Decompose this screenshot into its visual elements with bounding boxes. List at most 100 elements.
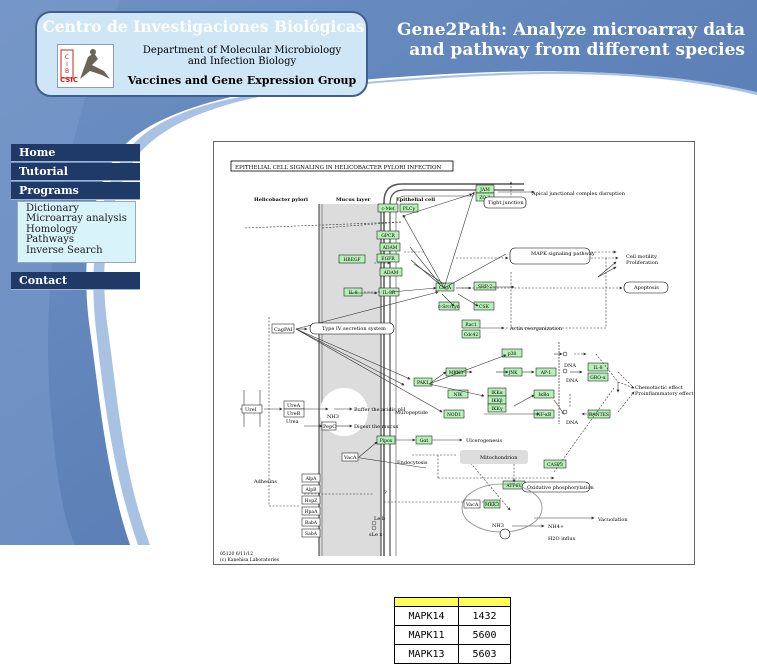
label-dna-3: DNA — [566, 420, 578, 426]
gene-box[interactable]: ADAM — [379, 267, 403, 277]
gene-label: IKKβ — [491, 398, 503, 404]
gene-label: CSK — [479, 304, 490, 310]
col-epithelial: Epithelial cell — [396, 197, 435, 203]
table-header-row — [394, 597, 511, 607]
csic-logo: C I B CSIC — [57, 44, 114, 88]
col-helicobacter: Helicobacter pylori — [254, 197, 308, 203]
adhesin-box: HpaA — [301, 506, 321, 516]
label-oxidative: Oxidative phosphorylation — [527, 485, 595, 491]
app-title: Gene2Path: Analyze microarray data and p… — [397, 20, 745, 60]
adhesin-label: HpaA — [305, 509, 318, 515]
pathway-title-box — [230, 160, 454, 172]
gene-box[interactable]: NIK — [447, 389, 469, 399]
gene-box[interactable]: IKKα — [487, 387, 507, 397]
nav-inverse-search[interactable]: Inverse Search — [26, 244, 103, 256]
label-dna-1: DNA — [564, 363, 576, 369]
nav-microarray-analysis[interactable]: Microarray analysis — [26, 213, 127, 225]
label-copyright: (c) Kanehisa Laboratories — [220, 556, 280, 563]
gene-box[interactable]: c-Src/Lyn — [438, 301, 460, 311]
adhesin-label: BabA — [305, 520, 318, 526]
department-line-2: and Infection Biology — [187, 56, 297, 67]
gene-id-cell: 5600 — [458, 625, 511, 645]
gene-label: ADAM — [382, 245, 398, 251]
gene-box[interactable]: JAM — [475, 184, 495, 194]
gene-box-layer: JAMZO-1c-MetPLCγGPCRADAMEGFRHBEGFADAMIL-… — [338, 184, 611, 509]
gene-label: GPCR — [381, 233, 395, 239]
gene-label: CagA — [439, 285, 452, 291]
adhesin-box: BabA — [301, 517, 321, 527]
nav-programs[interactable]: Programs — [11, 182, 140, 200]
adhesin-label: HopZ — [305, 498, 318, 504]
nav-pathways[interactable]: Pathways — [26, 234, 75, 246]
gene-box[interactable]: GPCR — [376, 230, 400, 240]
label-chemotactic: Chemotactic effect — [635, 385, 683, 391]
label-urea-gene: UreA — [287, 403, 301, 409]
group-name: Vaccines and Gene Expression Group — [127, 74, 357, 87]
gene-box[interactable]: IκBα — [533, 389, 555, 399]
gene-box[interactable]: AP-1 — [535, 367, 557, 377]
adhesin-label: AlpB — [305, 487, 318, 493]
nav-homology[interactable]: Homology — [26, 223, 78, 235]
gene-box[interactable]: PLCγ — [399, 203, 419, 213]
label-ulcerogenesis: Ulcerogenesis — [466, 438, 502, 444]
gene-label: ADAM — [383, 270, 399, 276]
kegg-pathway-map: EPITHELIAL CELL SIGNALING IN HELICOBACTE… — [213, 141, 695, 565]
gene-box[interactable]: IKKγ — [487, 403, 507, 413]
label-urei: UreI — [245, 407, 257, 413]
gene-box[interactable]: Rac1 — [461, 319, 481, 329]
adhesin-label: SabA — [305, 531, 318, 537]
adhesin-box: SabA — [301, 528, 321, 538]
institution-name: Centro de Investigaciones Biológicas — [42, 17, 365, 36]
gene-box[interactable]: NOD1 — [443, 409, 465, 419]
app-title-line-2: and pathway from different species — [409, 40, 745, 60]
gene-box[interactable]: MKK3 — [483, 499, 501, 509]
label-mapk: MAPK signaling pathway — [531, 251, 595, 257]
gene-box[interactable]: Pipox — [376, 435, 396, 445]
gene-box[interactable]: IL-8 — [587, 362, 609, 372]
gene-box[interactable]: Cdc42 — [461, 329, 481, 339]
gene-label: JAM — [479, 187, 490, 193]
gene-id-cell: 1432 — [458, 606, 511, 626]
gene-box[interactable]: IL-8 — [343, 287, 363, 297]
label-vaca-2: VacA — [465, 502, 479, 508]
gene-label: NOD1 — [447, 412, 461, 418]
gene-box[interactable]: IKKβ — [487, 395, 507, 405]
label-ureb: UreB — [287, 411, 301, 417]
gene-box[interactable]: SHP-2 — [473, 281, 497, 291]
table-row: MAPK14 1432 — [394, 606, 511, 626]
gene-box[interactable]: PAK1 — [413, 377, 433, 387]
gene-box[interactable]: EGFR — [376, 253, 400, 263]
gene-label: IKKα — [491, 390, 503, 396]
table-row: MAPK13 5603 — [394, 644, 511, 664]
nav-home[interactable]: Home — [11, 144, 140, 162]
gene-box[interactable]: RANTES — [587, 409, 611, 419]
gene-label: GRO-α — [590, 375, 605, 381]
nav-contact[interactable]: Contact — [11, 272, 140, 290]
gene-box[interactable]: p38 — [501, 348, 523, 358]
gene-box[interactable]: Gαt — [415, 435, 433, 445]
label-vaca: VacA — [343, 455, 357, 461]
gene-label: RANTES — [589, 412, 609, 418]
label-nh4: NH4+ — [548, 524, 564, 530]
label-actin: Actin reorganization — [509, 326, 563, 332]
gene-label: MKK3 — [449, 370, 463, 376]
gene-box[interactable]: c-Met — [377, 203, 399, 213]
gene-label: Pipox — [380, 438, 393, 444]
gene-box[interactable]: GRO-α — [587, 372, 609, 382]
label-pepc: PepC — [323, 424, 336, 430]
nav-dictionary[interactable]: Dictionary — [26, 203, 79, 214]
label-digest: Digest the mucus — [354, 424, 399, 430]
gene-label: NF-κB — [537, 412, 552, 418]
label-buffer: Buffer the acidic pH — [354, 407, 406, 413]
nav-tutorial[interactable]: Tutorial — [11, 163, 140, 181]
label-question: ? — [384, 490, 387, 496]
gene-label: HBEGF — [343, 257, 360, 263]
label-urea: Urea — [286, 419, 299, 425]
gene-box[interactable]: HBEGF — [338, 254, 366, 264]
gene-box[interactable]: ADAM — [379, 242, 401, 252]
gene-box[interactable]: CASP3 — [543, 459, 567, 469]
gene-label: ATP6V — [505, 483, 522, 489]
csic-text: CSIC — [60, 76, 79, 84]
department-line-1: Department of Molecular Microbiology — [142, 45, 342, 56]
gene-box[interactable]: CSK — [473, 301, 495, 311]
